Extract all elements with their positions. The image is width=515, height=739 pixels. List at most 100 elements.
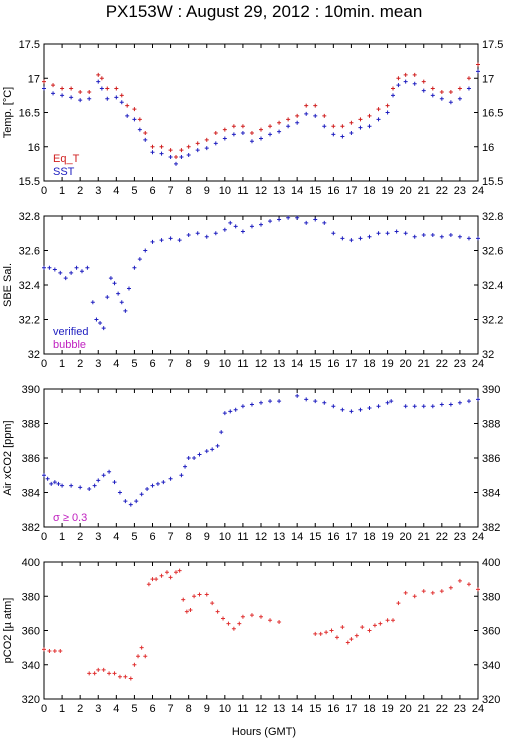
data-point (391, 86, 396, 91)
data-point (134, 499, 139, 504)
data-point (123, 674, 128, 679)
x-tick-label: 6 (149, 358, 155, 370)
data-point (186, 152, 191, 157)
data-point (42, 86, 46, 91)
x-tick-label: 2 (77, 358, 83, 370)
data-point (331, 132, 336, 137)
data-point (277, 217, 282, 222)
data-point (219, 430, 224, 435)
data-point (186, 232, 191, 237)
data-point (313, 103, 318, 108)
data-point (277, 120, 282, 125)
data-point (376, 107, 381, 112)
data-point (396, 601, 401, 606)
data-point (139, 492, 144, 497)
data-point (215, 609, 220, 614)
data-point (268, 618, 273, 623)
y-axis-label: Temp. [°C] (2, 87, 14, 138)
data-point (396, 83, 401, 88)
data-point (385, 400, 390, 405)
x-tick-label: 11 (237, 358, 248, 370)
data-point (42, 647, 46, 652)
data-point (367, 628, 372, 633)
data-point (331, 124, 336, 129)
data-point (174, 155, 179, 160)
data-point (128, 676, 133, 681)
data-point (123, 308, 128, 313)
x-tick-label: 22 (436, 531, 448, 543)
data-point (45, 476, 50, 481)
data-point (313, 113, 318, 118)
data-point (448, 89, 453, 94)
data-point (150, 150, 155, 155)
data-point (132, 117, 137, 122)
data-point (116, 291, 121, 296)
y-tick-label-right: 380 (482, 591, 500, 603)
x-tick-label: 0 (41, 531, 47, 543)
data-point (159, 144, 164, 149)
data-point (240, 229, 245, 234)
data-point (174, 570, 179, 575)
data-point (197, 452, 202, 457)
x-tick-label: 10 (219, 531, 231, 543)
x-tick-label: 12 (255, 185, 267, 197)
data-point (177, 238, 182, 243)
y-tick-label: 16.5 (19, 108, 40, 120)
x-tick-label: 9 (204, 358, 210, 370)
data-point (448, 585, 453, 590)
data-point (295, 215, 300, 220)
data-point (222, 127, 227, 132)
y-tick-label: 388 (22, 419, 40, 431)
y-tick-label: 32.6 (19, 246, 40, 258)
x-tick-label: 9 (204, 185, 210, 197)
data-point (376, 117, 381, 122)
x-axis-label: Hours (GMT) (232, 726, 296, 738)
x-tick-label: 21 (418, 531, 430, 543)
data-point (56, 481, 61, 486)
x-tick-label: 23 (454, 185, 466, 197)
data-point (150, 144, 155, 149)
data-point (324, 630, 329, 635)
data-point (313, 399, 318, 404)
x-tick-label: 19 (381, 703, 393, 715)
data-point (322, 124, 327, 129)
data-point (69, 270, 74, 275)
data-point (421, 589, 426, 594)
data-point (277, 399, 282, 404)
data-point (168, 148, 173, 153)
data-point (69, 95, 74, 100)
data-point (340, 124, 345, 129)
data-point (87, 671, 92, 676)
data-point (385, 103, 390, 108)
data-point (114, 95, 119, 100)
x-tick-label: 2 (77, 703, 83, 715)
data-point (221, 616, 226, 621)
data-point (259, 136, 263, 141)
x-tick-label: 17 (345, 358, 357, 370)
data-point (47, 265, 52, 270)
x-tick-label: 4 (113, 185, 119, 197)
data-point (358, 125, 363, 130)
x-tick-label: 15 (309, 531, 321, 543)
data-point (52, 480, 57, 485)
y-tick-label-right: 16.5 (482, 108, 503, 120)
x-tick-label: 9 (204, 703, 210, 715)
y-tick-label-right: 32.4 (482, 280, 503, 292)
x-tick-label: 21 (418, 703, 430, 715)
data-point (204, 592, 209, 597)
x-tick-label: 6 (149, 531, 155, 543)
x-tick-label: 23 (454, 358, 466, 370)
x-tick-label: 15 (309, 703, 321, 715)
data-point (51, 91, 56, 96)
data-point (79, 269, 84, 274)
data-point (107, 469, 112, 474)
data-point (259, 400, 263, 405)
data-point (168, 575, 173, 580)
data-point (117, 674, 122, 679)
data-point (183, 464, 188, 469)
x-tick-label: 22 (436, 358, 448, 370)
data-point (92, 483, 97, 488)
y-tick-label: 17.5 (19, 39, 40, 51)
data-point (313, 631, 318, 636)
data-point (125, 113, 130, 118)
